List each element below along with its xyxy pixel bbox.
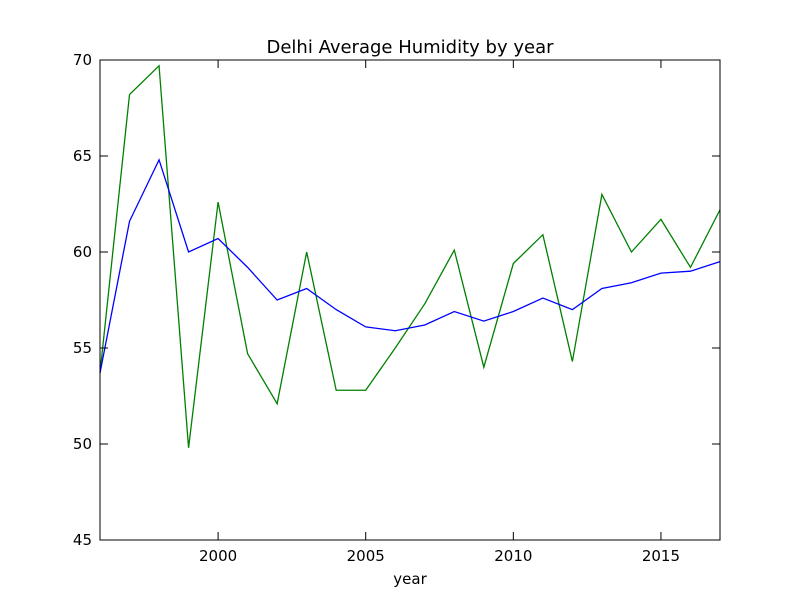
x-axis-label: year	[393, 570, 427, 588]
x-tick-label-2010: 2010	[494, 547, 532, 565]
chart-title: Delhi Average Humidity by year	[267, 37, 555, 58]
series-layer	[99, 64, 721, 448]
ticks-layer: 2000 2005 2010 2015 45 50 55 60 65 70	[73, 51, 720, 565]
x-tick-label-2015: 2015	[642, 547, 680, 565]
y-tick-label-50: 50	[73, 435, 92, 453]
y-tick-label-70: 70	[73, 51, 92, 69]
plot-frame	[99, 59, 721, 541]
y-tick-label-45: 45	[73, 531, 92, 549]
y-tick-label-55: 55	[73, 339, 92, 357]
y-tick-label-65: 65	[73, 147, 92, 165]
y-tick-label-60: 60	[73, 243, 92, 261]
x-tick-label-2000: 2000	[199, 547, 237, 565]
series-line-1	[99, 158, 721, 374]
series-line-0	[99, 64, 721, 448]
x-tick-label-2005: 2005	[347, 547, 385, 565]
